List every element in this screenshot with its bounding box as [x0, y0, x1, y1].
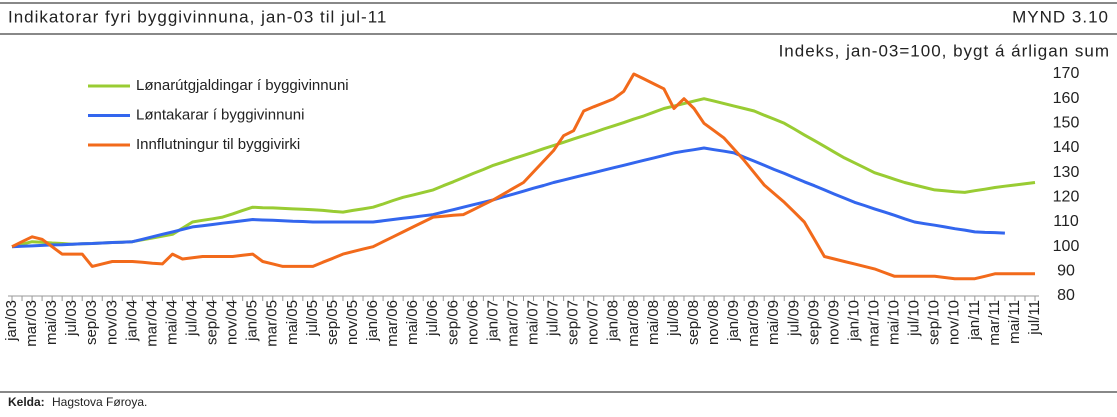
x-tick-label: mar/10 [865, 300, 882, 347]
x-tick-label: jul/05 [304, 300, 321, 337]
x-tick-label: jan/11 [966, 300, 983, 341]
x-tick-label: nov/04 [224, 300, 241, 345]
y-tick-label: 150 [1053, 115, 1080, 132]
y-tick-label: 100 [1053, 238, 1080, 255]
y-tick-label: 160 [1053, 90, 1080, 107]
x-tick-label: mai/11 [1006, 300, 1023, 344]
x-tick-label: mai/06 [404, 300, 421, 345]
x-tick-label: jan/06 [364, 300, 381, 342]
y-tick-label: 120 [1053, 189, 1080, 206]
x-tick-label: mai/03 [43, 300, 60, 345]
y-tick-label: 80 [1057, 287, 1075, 304]
x-tick-label: nov/10 [946, 300, 963, 345]
x-tick-label: jan/07 [484, 300, 501, 342]
x-tick-label: jan/05 [244, 300, 261, 342]
figure-number: MYND 3.10 [1012, 7, 1109, 26]
x-tick-label: nov/05 [344, 300, 361, 345]
legend-label: Innflutningur til byggivirki [136, 136, 300, 153]
x-tick-label: mar/09 [745, 300, 762, 347]
legend-label: Løntakarar í byggivinnuni [136, 106, 304, 123]
x-tick-label: jan/09 [725, 300, 742, 342]
series-line [11, 72, 1035, 281]
x-tick-label: jan/03 [3, 300, 20, 342]
x-tick-label: mar/04 [143, 300, 160, 347]
x-tick-label: mai/05 [284, 300, 301, 345]
y-tick-label: 140 [1053, 139, 1080, 156]
x-tick-label: sep/09 [805, 300, 822, 345]
x-tick-label: mai/04 [163, 300, 180, 345]
x-tick-label: nov/03 [103, 300, 120, 345]
legend-label: Lønarútgjaldingar í byggivinnuni [136, 77, 349, 94]
x-tick-label: sep/07 [565, 300, 582, 345]
x-tick-label: jan/08 [605, 300, 622, 342]
x-tick-label: jul/11 [1026, 300, 1043, 336]
x-tick-label: sep/04 [204, 300, 221, 345]
chart-title: Indikatorar fyri byggivinnuna, jan-03 ti… [8, 7, 387, 26]
x-tick-label: sep/10 [926, 300, 943, 345]
y-tick-label: 130 [1053, 164, 1080, 181]
x-tick-label: jan/10 [845, 300, 862, 342]
y-tick-label: 110 [1053, 213, 1079, 230]
x-tick-label: mai/07 [524, 300, 541, 345]
source: Hagstova Føroya. [52, 395, 147, 409]
x-tick-label: mar/07 [504, 300, 521, 347]
x-tick-label: mar/05 [264, 300, 281, 347]
y-tick-label: 90 [1057, 263, 1075, 280]
x-tick-label: jul/10 [906, 300, 923, 337]
x-tick-label: jul/03 [63, 300, 80, 337]
x-tick-label: sep/03 [83, 300, 100, 345]
x-tick-label: nov/07 [585, 300, 602, 345]
series-line [11, 146, 1005, 249]
x-tick-label: sep/06 [444, 300, 461, 345]
x-tick-label: sep/05 [324, 300, 341, 345]
x-tick-label: jul/04 [183, 300, 200, 337]
x-tick-label: mai/10 [886, 300, 903, 345]
y-axis-label: Indeks, jan-03=100, bygt á árligan sum [779, 41, 1110, 60]
x-tick-label: mar/11 [986, 300, 1003, 346]
x-tick-label: jul/09 [785, 300, 802, 337]
x-tick-label: mar/08 [625, 300, 642, 347]
x-tick-label: jul/08 [665, 300, 682, 337]
x-tick-label: mar/06 [384, 300, 401, 347]
x-tick-label: nov/08 [705, 300, 722, 345]
x-tick-label: jan/04 [123, 300, 140, 342]
source-label: Kelda: [8, 395, 45, 409]
x-tick-label: jul/06 [424, 300, 441, 337]
x-tick-label: jul/07 [545, 300, 562, 337]
x-tick-label: mar/03 [23, 300, 40, 347]
x-tick-label: nov/06 [464, 300, 481, 345]
x-tick-label: sep/08 [685, 300, 702, 345]
x-tick-label: mai/09 [765, 300, 782, 345]
x-tick-label: nov/09 [825, 300, 842, 345]
x-tick-label: mai/08 [645, 300, 662, 345]
y-tick-label: 170 [1053, 65, 1080, 82]
